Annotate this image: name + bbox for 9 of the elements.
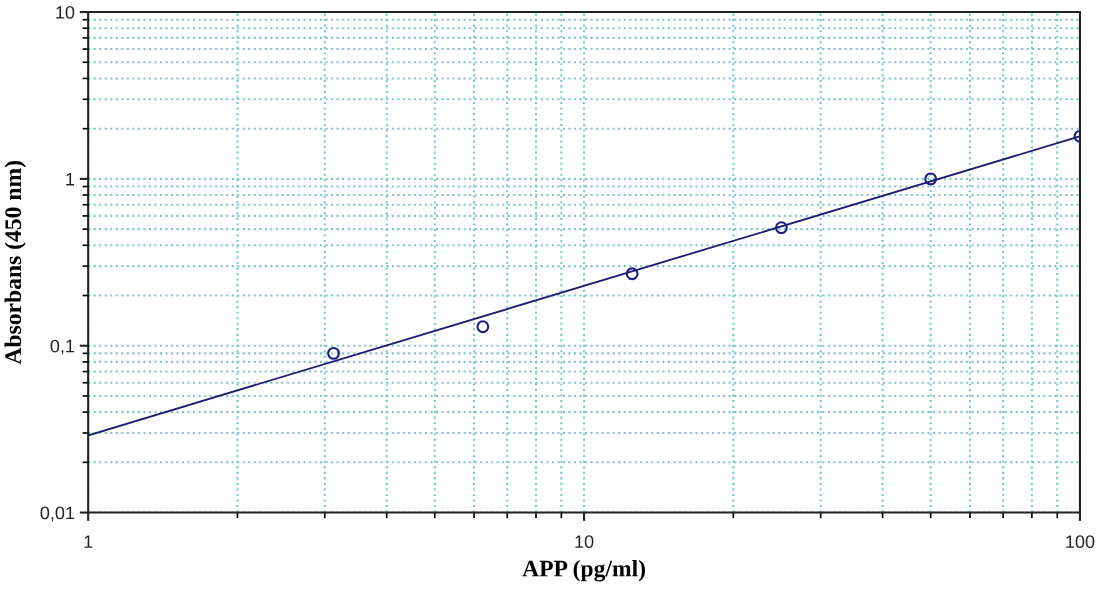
y-tick-label: 1 xyxy=(66,173,75,186)
x-tick-label: 10 xyxy=(575,535,594,549)
y-tick-label: 0,01 xyxy=(40,506,75,522)
y-axis-title: Absorbans (450 nm) xyxy=(4,161,26,365)
x-tick-label: 1 xyxy=(84,535,93,548)
y-tick-label: 10 xyxy=(56,5,75,19)
x-axis-title: APP (pg/ml) xyxy=(522,559,645,582)
x-tick-label: 100 xyxy=(1066,535,1095,549)
y-tick-label: 0,1 xyxy=(50,339,75,355)
